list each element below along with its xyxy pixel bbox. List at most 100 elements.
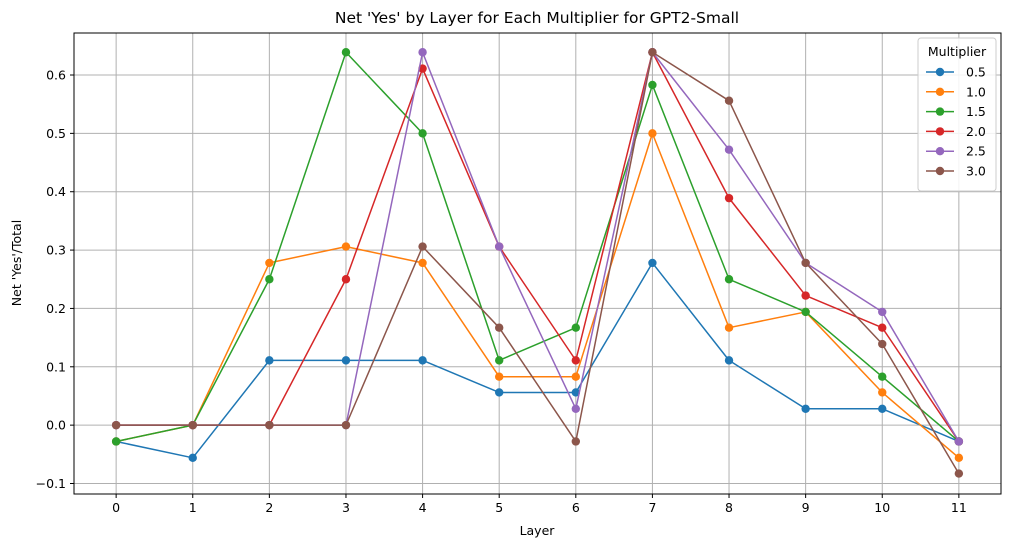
data-point [648,258,657,268]
series-2-0 [111,48,964,446]
data-point [341,275,351,284]
legend-marker [935,67,945,77]
axis-ticks: 0 1 2 3 4 5 6 7 8 9 10 11 −0.1 0.0 0.1 0.2 0.3 0.4 0.5 0.6 [36,68,967,515]
data-point [724,275,734,284]
chart-title: Net 'Yes' by Layer for Each Multiplier f… [335,9,739,27]
data-point [418,258,427,268]
data-point [878,372,887,381]
data-point [878,404,887,414]
x-tick-label: 1 [189,500,197,515]
x-tick-label: 7 [648,500,656,515]
y-tick-label: −0.1 [36,476,66,491]
data-point [188,453,197,463]
legend: Multiplier 0.5 1.0 1.5 2.0 2.5 3.0 [917,37,997,192]
legend-marker [935,147,945,156]
x-tick-label: 3 [342,500,350,515]
data-point [801,307,810,317]
data-point [494,388,504,397]
x-tick-label: 9 [802,500,810,515]
legend-title: Multiplier [928,44,987,59]
data-point [341,242,351,251]
legend-marker [935,87,945,97]
x-tick-label: 5 [495,500,503,515]
series-line [115,132,960,459]
x-tick-label: 4 [419,500,427,515]
data-point [494,323,504,332]
series-layer [111,48,964,478]
plot-frame [73,32,1002,495]
data-point [724,193,734,203]
legend-entry: 3.0 [926,164,986,179]
x-tick-label: 8 [725,500,733,515]
legend-marker [935,166,945,176]
data-point [111,437,121,446]
data-point [571,388,581,397]
series-line [116,51,960,442]
data-point [571,356,581,365]
legend-entry: 1.5 [926,104,986,119]
data-point [878,388,887,397]
x-tick-label: 10 [874,500,890,515]
data-point [878,307,887,317]
data-point [801,404,810,414]
data-point [878,339,887,349]
series-line [115,51,960,443]
data-point [265,356,274,365]
data-point [494,356,504,365]
data-point [648,129,657,138]
data-point [418,356,427,365]
x-tick-label: 0 [112,500,120,515]
data-point [418,64,427,73]
data-point [724,356,734,365]
x-tick-label: 11 [951,500,967,515]
series-0-5 [111,258,964,463]
data-point [265,258,274,268]
legend-entry: 1.0 [926,84,986,99]
data-point [571,372,581,381]
legend-entry: 0.5 [926,65,986,80]
data-point [571,404,581,414]
legend-label: 2.0 [966,124,986,139]
data-point [954,453,964,463]
legend-marker [935,127,945,136]
legend-entry: 2.5 [926,144,986,159]
series-line [115,262,960,459]
data-point [341,356,351,365]
x-axis-label: Layer [520,523,556,538]
data-point [418,48,427,57]
series-2-5 [111,48,964,446]
series-line [116,51,960,474]
data-point [418,129,427,138]
y-tick-label: 0.2 [46,301,66,316]
y-tick-label: 0.1 [46,359,66,374]
data-point [265,420,274,430]
legend-entry: 2.0 [926,124,986,139]
data-point [724,96,734,105]
series-line [116,51,960,442]
data-point [571,323,581,332]
data-point [648,48,657,57]
legend-marker [935,107,945,116]
series-3-0 [111,48,964,478]
y-axis-label: Net 'Yes'/Total [9,220,24,306]
data-point [341,420,351,430]
data-point [494,242,504,251]
data-point [418,242,427,251]
data-point [724,145,734,154]
y-tick-label: 0.5 [46,126,66,141]
data-point [954,437,964,446]
data-point [724,323,734,332]
x-tick-label: 6 [572,500,580,515]
legend-label: 1.0 [966,84,986,99]
data-point [801,291,810,300]
data-point [878,323,887,332]
series-1-5 [111,48,964,446]
data-point [111,420,121,430]
y-tick-label: 0.0 [46,418,66,433]
data-point [648,80,657,90]
data-point [188,420,197,430]
data-point [494,372,504,381]
legend-label: 0.5 [966,65,986,80]
y-tick-label: 0.4 [46,184,66,199]
